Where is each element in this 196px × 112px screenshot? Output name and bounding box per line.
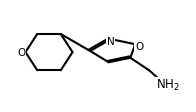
Text: N: N <box>107 37 115 46</box>
Text: NH$_2$: NH$_2$ <box>156 78 180 93</box>
Text: O: O <box>17 48 26 58</box>
Text: O: O <box>135 41 143 51</box>
